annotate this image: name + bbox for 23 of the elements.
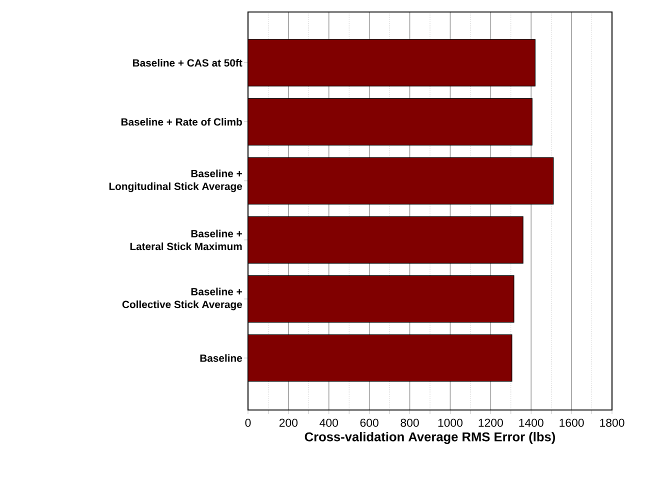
x-tick-label: 1600 bbox=[560, 418, 584, 427]
x-tick-label: 800 bbox=[400, 418, 419, 427]
bar bbox=[248, 157, 554, 205]
y-tick-label: Baseline + Longitudinal Stick Average bbox=[109, 170, 242, 192]
bar bbox=[248, 98, 532, 146]
x-tick-label: 1400 bbox=[519, 418, 544, 427]
x-tick-label: 1000 bbox=[438, 418, 463, 427]
x-tick-label: 0 bbox=[245, 418, 251, 427]
y-tick-label: Baseline + CAS at 50ft bbox=[132, 58, 242, 67]
bar bbox=[248, 39, 536, 86]
x-tick-label: 400 bbox=[320, 418, 338, 427]
bar bbox=[248, 334, 512, 382]
y-tick-label: Baseline + Collective Stick Average bbox=[122, 288, 242, 310]
y-tick-label: Baseline + Rate of Climb bbox=[121, 118, 242, 126]
x-tick-label: 1200 bbox=[478, 418, 503, 427]
x-tick-label: 200 bbox=[279, 418, 298, 427]
bar bbox=[248, 216, 524, 264]
x-tick-label: 600 bbox=[360, 418, 378, 427]
bar bbox=[248, 275, 514, 323]
y-tick-label: Baseline bbox=[200, 354, 242, 362]
x-tick-label: 1800 bbox=[600, 418, 624, 427]
x-axis-title: Cross-validation Average RMS Error (lbs) bbox=[304, 432, 555, 444]
y-tick-label: Baseline + Lateral Stick Maximum bbox=[130, 230, 242, 250]
